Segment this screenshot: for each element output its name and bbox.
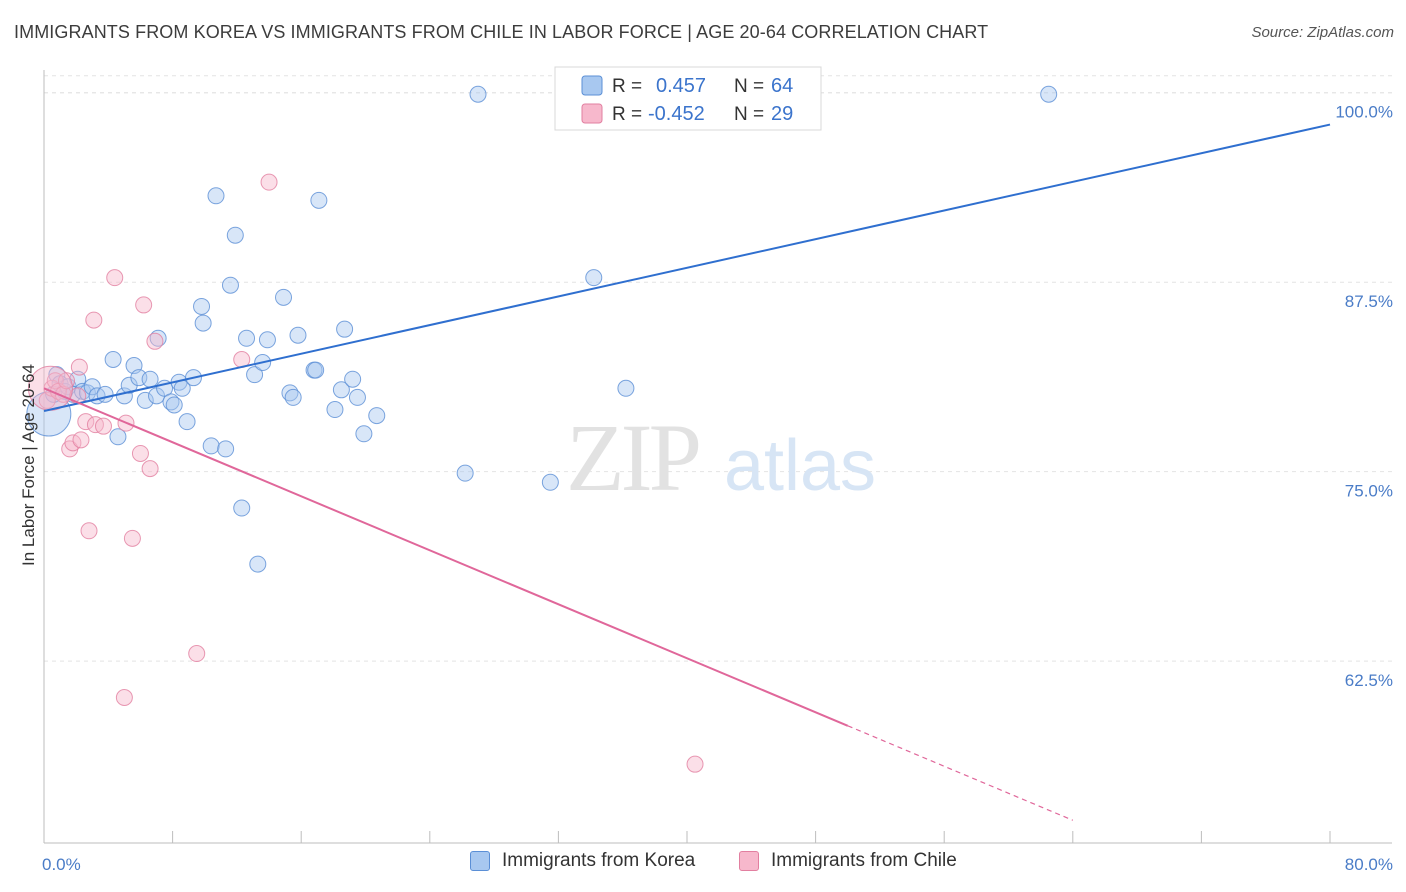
- korea-point: [136, 391, 154, 409]
- chile-point: [106, 269, 124, 287]
- legend-chile-n-label: N =: [734, 104, 764, 125]
- y-tick-label: 75.0%: [1345, 482, 1393, 501]
- chile-point: [115, 688, 133, 706]
- legend-korea-r-label: R =: [612, 76, 642, 97]
- korea-point: [226, 226, 244, 244]
- watermark-zip: ZIP: [566, 404, 699, 511]
- chile-point: [70, 358, 88, 376]
- korea-point: [26, 391, 72, 437]
- korea-point: [275, 288, 293, 306]
- korea-point: [585, 269, 603, 287]
- korea-point: [258, 331, 276, 349]
- chile-point: [135, 296, 153, 314]
- korea-point: [221, 276, 239, 294]
- korea-point: [238, 329, 256, 347]
- korea-point: [217, 440, 235, 458]
- chile-trend-line-dashed: [847, 725, 1074, 821]
- x-tick-label-min: 0.0%: [42, 855, 81, 874]
- korea-point: [310, 191, 328, 209]
- legend-korea-n-label: N =: [734, 76, 764, 97]
- korea-point: [344, 370, 362, 388]
- korea-point: [233, 499, 251, 517]
- korea-point: [281, 384, 299, 402]
- korea-point: [307, 361, 325, 379]
- korea-point: [326, 401, 344, 419]
- bottom-legend-korea[interactable]: Immigrants from Korea: [470, 850, 695, 872]
- chile-point: [85, 311, 103, 329]
- korea-point: [469, 85, 487, 103]
- axes: [43, 70, 1392, 844]
- korea-point: [83, 378, 101, 396]
- korea-point: [178, 413, 196, 431]
- chile-point: [146, 332, 164, 350]
- y-tick-label: 100.0%: [1335, 103, 1393, 122]
- y-tick-label: 87.5%: [1345, 292, 1393, 311]
- y-tick-label: 62.5%: [1345, 671, 1393, 690]
- korea-point: [109, 428, 127, 446]
- korea-point: [332, 381, 350, 399]
- korea-point: [284, 388, 302, 406]
- korea-point: [149, 329, 167, 347]
- korea-point: [48, 366, 66, 384]
- bottom-legend: Immigrants from Korea Immigrants from Ch…: [0, 850, 1406, 880]
- korea-point: [336, 320, 354, 338]
- bottom-legend-korea-label: Immigrants from Korea: [502, 850, 696, 871]
- korea-point: [193, 297, 211, 315]
- korea-point: [96, 385, 114, 403]
- chile-point: [94, 417, 112, 435]
- korea-point: [355, 425, 373, 443]
- bottom-legend-chile[interactable]: Immigrants from Chile: [739, 850, 957, 872]
- korea-point: [104, 350, 122, 368]
- legend-korea-n-value: 64: [771, 75, 793, 97]
- chile-trend-line: [43, 387, 849, 727]
- korea-point: [1040, 85, 1058, 103]
- chile-point: [80, 522, 98, 540]
- legend-chile-r-label: R =: [612, 104, 642, 125]
- korea-point: [348, 388, 366, 406]
- points: [26, 85, 1058, 773]
- korea-point: [194, 314, 212, 332]
- chile-point: [72, 431, 90, 449]
- chart-title: IMMIGRANTS FROM KOREA VS IMMIGRANTS FROM…: [14, 22, 989, 42]
- legend-chile-r-value: -0.452: [648, 103, 705, 125]
- chile-point: [131, 444, 149, 462]
- korea-point: [202, 437, 220, 455]
- korea-point: [541, 473, 559, 491]
- korea-point: [368, 407, 386, 425]
- tick-labels: 62.5% 75.0% 87.5% 100.0% 0.0% 80.0%: [42, 103, 1393, 874]
- chile-point: [260, 173, 278, 191]
- korea-point: [165, 396, 183, 414]
- korea-point: [456, 464, 474, 482]
- chile-point: [141, 460, 159, 478]
- korea-point: [617, 379, 635, 397]
- legend-swatch-chile: [581, 103, 603, 124]
- legend-chile-n-value: 29: [771, 103, 793, 125]
- korea-point: [207, 187, 225, 205]
- korea-point: [246, 366, 264, 384]
- watermark: ZIP atlas: [566, 404, 876, 511]
- grid-lines: [44, 75, 1392, 662]
- bottom-legend-chile-label: Immigrants from Chile: [771, 850, 957, 871]
- chile-point: [686, 755, 704, 773]
- korea-point: [289, 326, 307, 344]
- chile-point: [77, 413, 95, 431]
- x-tick-label-max: 80.0%: [1345, 855, 1393, 874]
- korea-point: [162, 393, 180, 411]
- bottom-legend-korea-swatch: [470, 851, 490, 871]
- source-credit: Source: ZipAtlas.com: [1251, 24, 1394, 41]
- watermark-atlas: atlas: [724, 426, 876, 506]
- korea-point: [249, 555, 267, 573]
- korea-point: [141, 370, 159, 388]
- bottom-legend-chile-swatch: [739, 851, 759, 871]
- korea-trend-line: [43, 123, 1331, 413]
- y-axis-label: In Labor Force | Age 20-64: [19, 364, 38, 566]
- legend-korea-r-value: 0.457: [656, 75, 706, 97]
- legend-swatch-korea: [581, 75, 603, 96]
- legend-box: R = 0.457 N = 64 R = -0.452 N = 29: [554, 66, 822, 131]
- chile-point: [188, 645, 206, 663]
- trend-lines: [43, 123, 1331, 821]
- chile-point: [123, 529, 141, 547]
